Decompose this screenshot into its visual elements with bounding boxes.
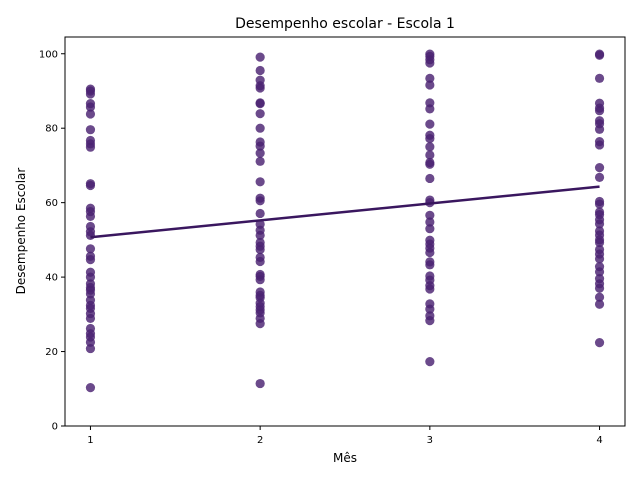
data-point	[255, 219, 265, 229]
data-point	[85, 267, 96, 277]
data-point	[425, 224, 435, 234]
data-point	[85, 221, 96, 232]
data-point	[594, 172, 605, 182]
data-point	[594, 137, 605, 147]
data-point	[594, 338, 605, 348]
data-point	[85, 84, 96, 94]
y-tick-label: 0	[52, 422, 58, 433]
data-point	[425, 119, 435, 129]
data-point	[255, 65, 265, 76]
data-point	[425, 311, 435, 321]
data-point	[255, 123, 265, 133]
data-point	[425, 357, 435, 367]
data-point	[255, 237, 265, 248]
data-point	[85, 135, 96, 146]
plot-area	[85, 49, 605, 393]
y-tick-label: 80	[45, 124, 58, 135]
data-point	[85, 251, 96, 261]
x-tick-label: 2	[257, 435, 263, 446]
data-point	[255, 75, 265, 85]
y-tick-label: 20	[45, 347, 58, 358]
data-point	[255, 156, 265, 166]
data-point	[594, 226, 605, 236]
data-point	[425, 299, 435, 309]
data-point	[255, 252, 265, 262]
data-point	[425, 80, 435, 90]
y-tick-label: 100	[39, 49, 58, 60]
data-point	[594, 98, 605, 108]
plot-frame	[64, 36, 626, 427]
data-point	[594, 273, 605, 284]
data-point	[594, 207, 605, 217]
data-point	[85, 179, 96, 189]
data-point	[425, 130, 435, 140]
data-point	[255, 193, 265, 203]
data-point	[255, 378, 265, 389]
x-tick-label: 4	[596, 435, 602, 446]
data-point	[425, 49, 435, 59]
data-point	[255, 208, 265, 219]
data-point	[594, 116, 605, 126]
data-point	[255, 98, 265, 108]
data-point	[425, 235, 435, 245]
data-point	[255, 52, 265, 62]
data-point	[594, 292, 605, 302]
data-point	[425, 157, 435, 168]
data-point	[255, 287, 265, 297]
chart-title: Desempenho escolar - Escola 1	[235, 16, 455, 32]
x-tick-label: 3	[427, 435, 433, 446]
data-point	[85, 125, 96, 135]
data-point	[85, 244, 96, 254]
data-point	[85, 99, 96, 109]
y-tick-label: 40	[45, 273, 58, 284]
data-point	[594, 196, 605, 207]
data-point	[425, 98, 435, 108]
data-point	[255, 137, 265, 147]
x-tick-label: 1	[87, 435, 93, 446]
data-point	[594, 262, 605, 272]
data-point	[594, 244, 605, 255]
trend-line	[90, 185, 600, 239]
y-tick-label: 60	[45, 198, 58, 209]
data-point	[85, 203, 96, 213]
data-point	[425, 210, 435, 220]
y-axis-label: Desempenho Escolar	[14, 168, 28, 295]
x-axis-label: Mês	[333, 451, 357, 465]
data-point	[425, 142, 435, 152]
data-point	[85, 279, 96, 289]
data-point	[85, 383, 96, 393]
data-point	[425, 150, 435, 160]
data-point	[425, 257, 435, 267]
data-point	[85, 343, 96, 354]
data-point	[594, 299, 605, 309]
data-point	[255, 269, 265, 280]
data-point	[425, 73, 435, 83]
data-point	[594, 73, 605, 83]
data-point	[594, 49, 605, 59]
data-point	[85, 323, 96, 334]
data-point	[85, 109, 96, 119]
data-point	[425, 271, 435, 281]
data-point	[255, 177, 265, 187]
data-point	[255, 148, 265, 158]
data-point	[594, 163, 605, 173]
data-point	[255, 109, 265, 119]
data-point	[425, 173, 435, 184]
data-point	[85, 295, 96, 305]
data-point	[425, 217, 435, 227]
